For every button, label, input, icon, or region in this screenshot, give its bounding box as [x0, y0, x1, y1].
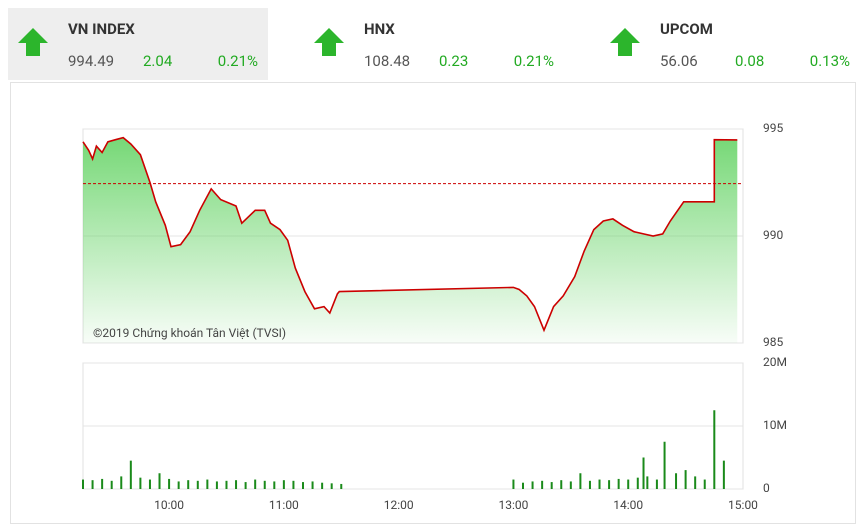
volume-bar: [684, 470, 687, 489]
chart-panel: 985 990 995 ©2019 Chứng khoán Tân Việt (TVS…: [10, 82, 856, 524]
volume-bar: [531, 481, 534, 489]
x-tick-label: 11:00: [269, 498, 299, 512]
volume-bar: [139, 477, 142, 489]
volume-bar: [82, 479, 84, 489]
volume-bar: [579, 473, 582, 489]
volume-bar: [254, 479, 257, 489]
volume-bar: [321, 482, 324, 489]
y-tick-label: 0: [763, 481, 770, 495]
x-tick-label: 13:00: [498, 498, 528, 512]
volume-bar: [168, 478, 171, 489]
ticker-percent: 0.21%: [217, 52, 258, 70]
volume-bar: [196, 480, 199, 489]
volume-bar: [713, 410, 716, 489]
x-tick-label: 12:00: [384, 498, 414, 512]
volume-bar: [273, 481, 276, 489]
volume-bar: [91, 480, 94, 489]
x-tick-label: 14:00: [613, 498, 643, 512]
ticker-value: 994.49: [68, 52, 115, 70]
volume-bar: [120, 476, 123, 489]
x-tick-label: 15:00: [728, 498, 758, 512]
annotation: ©2019 Chứng khoán Tân Việt (TVSI): [93, 326, 286, 340]
up-arrow: [18, 28, 48, 56]
ticker-value: 108.48: [364, 52, 411, 70]
ticker-percent: 0.13%: [809, 52, 850, 70]
volume-bar: [617, 478, 620, 489]
ticker-change: 0.08: [735, 52, 765, 70]
volume-bar: [148, 479, 151, 489]
volume-bar: [340, 483, 343, 489]
ticker-name: UPCOM: [660, 20, 713, 38]
volume-bar: [522, 482, 524, 489]
volume-bar: [292, 480, 295, 489]
volume-bar: [206, 479, 209, 489]
volume-bar: [244, 482, 247, 489]
y-tick-label: 985: [763, 335, 783, 349]
ticker-name: VN INDEX: [68, 20, 135, 38]
y-tick-label: 10M: [763, 418, 787, 432]
ticker-change: 0.23: [439, 52, 469, 70]
volume-bar: [627, 479, 630, 489]
y-tick-label: 20M: [763, 355, 787, 369]
up-arrow: [610, 28, 640, 56]
volume-bar: [263, 480, 266, 489]
x-tick-label: 10:00: [154, 498, 184, 512]
volume-bar: [655, 479, 658, 489]
volume-bar: [129, 460, 132, 489]
chart: 985 990 995 ©2019 Chứng khoán Tân Việt (TVS…: [82, 121, 787, 512]
volume-bar: [225, 480, 228, 489]
volume-bar: [330, 483, 333, 489]
volume-bar: [694, 476, 697, 489]
volume-bar: [703, 479, 706, 489]
volume-bar: [642, 457, 645, 489]
volume-bar: [608, 480, 611, 489]
volume-bar: [569, 481, 572, 489]
volume-bar: [598, 479, 601, 489]
volume-bar: [177, 481, 180, 489]
volume-bar: [101, 478, 104, 489]
volume-bar: [187, 480, 190, 489]
price-line: [82, 136, 738, 333]
volume-bar: [636, 477, 639, 489]
volume-bar: [158, 473, 161, 489]
volume-bar: [311, 481, 314, 489]
volume-bar: [675, 473, 678, 489]
volume-bar: [663, 441, 666, 489]
volume-bar: [550, 482, 553, 489]
y-tick-label: 990: [763, 228, 783, 242]
ticker-change: 2.04: [143, 52, 173, 70]
volume-bar: [541, 480, 544, 489]
up-arrow: [314, 28, 344, 56]
ticker[interactable]: HNX 108.48 0.23 0.21%: [304, 8, 564, 80]
volume-bar: [512, 479, 515, 489]
volume-bar: [302, 482, 304, 489]
ticker[interactable]: VN INDEX 994.49 2.04 0.21%: [8, 8, 268, 80]
volume-bar: [110, 480, 113, 489]
volume-bar: [588, 480, 591, 489]
volume-bar: [722, 460, 725, 489]
y-tick-label: 995: [763, 121, 783, 135]
ticker-percent: 0.21%: [513, 52, 554, 70]
ticker[interactable]: UPCOM 56.06 0.08 0.13%: [600, 8, 860, 80]
area: [83, 137, 738, 343]
volume-bar: [646, 476, 649, 489]
ticker-value: 56.06: [660, 52, 698, 70]
volume-bar: [235, 480, 238, 489]
volume-bar: [215, 481, 218, 489]
volume-bar: [282, 480, 285, 489]
ticker-name: HNX: [364, 20, 395, 38]
volume-bar: [560, 480, 563, 489]
